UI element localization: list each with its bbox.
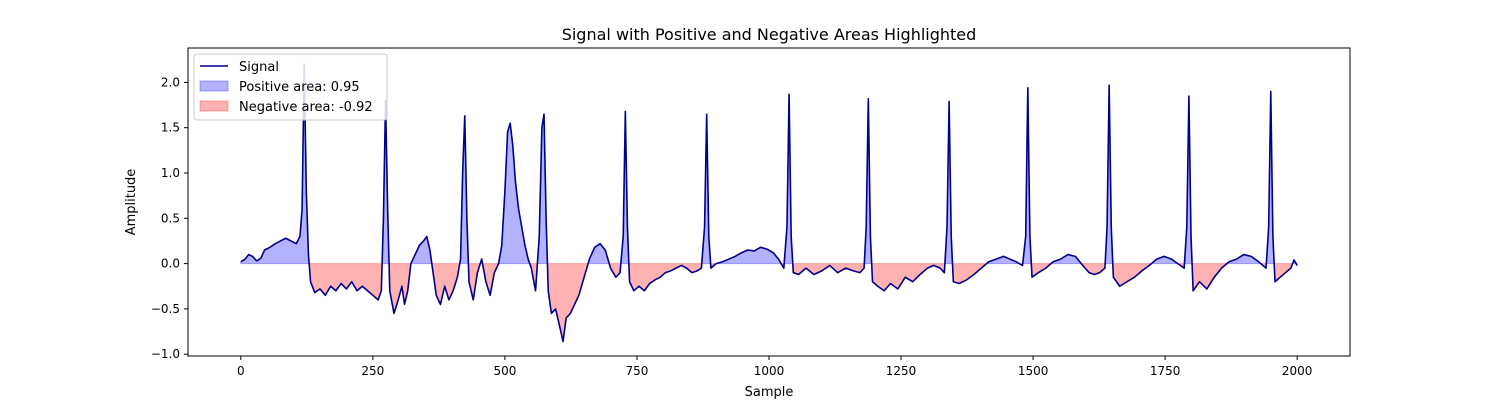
- x-tick-label: 750: [626, 364, 649, 378]
- x-tick-label: 2000: [1282, 364, 1313, 378]
- y-axis: −1.0 −0.5 0.0 0.5 1.0 1.5 2.0: [151, 75, 188, 361]
- y-tick-label: −1.0: [151, 347, 180, 361]
- legend-negative-label: Negative area: -0.92: [239, 100, 373, 115]
- y-tick-label: 1.0: [161, 166, 180, 180]
- x-tick-label: 250: [361, 364, 384, 378]
- x-axis-label: Sample: [745, 385, 794, 400]
- y-tick-label: 0.5: [161, 211, 180, 225]
- y-tick-label: 1.5: [161, 121, 180, 135]
- x-axis: 0 250 500 750 1000 1250 1500 1750 2000: [237, 356, 1312, 378]
- legend: Signal Positive area: 0.95 Negative area…: [193, 53, 388, 121]
- x-tick-label: 0: [237, 364, 245, 378]
- x-tick-label: 500: [493, 364, 516, 378]
- legend-box: [193, 53, 388, 121]
- x-tick-label: 1250: [886, 364, 917, 378]
- legend-positive-label: Positive area: 0.95: [239, 80, 360, 95]
- y-axis-label: Amplitude: [124, 169, 139, 236]
- signal-layer: [240, 63, 1298, 343]
- legend-negative-swatch: [199, 100, 229, 112]
- x-tick-label: 1750: [1150, 364, 1181, 378]
- y-tick-label: 0.0: [161, 257, 180, 271]
- chart-title: Signal with Positive and Negative Areas …: [562, 25, 977, 44]
- x-tick-label: 1000: [754, 364, 785, 378]
- y-tick-label: −0.5: [151, 302, 180, 316]
- signal-line: [240, 63, 1298, 343]
- x-tick-label: 1500: [1018, 364, 1049, 378]
- y-tick-label: 2.0: [161, 75, 180, 89]
- legend-positive-swatch: [199, 80, 229, 92]
- legend-signal-label: Signal: [239, 60, 279, 75]
